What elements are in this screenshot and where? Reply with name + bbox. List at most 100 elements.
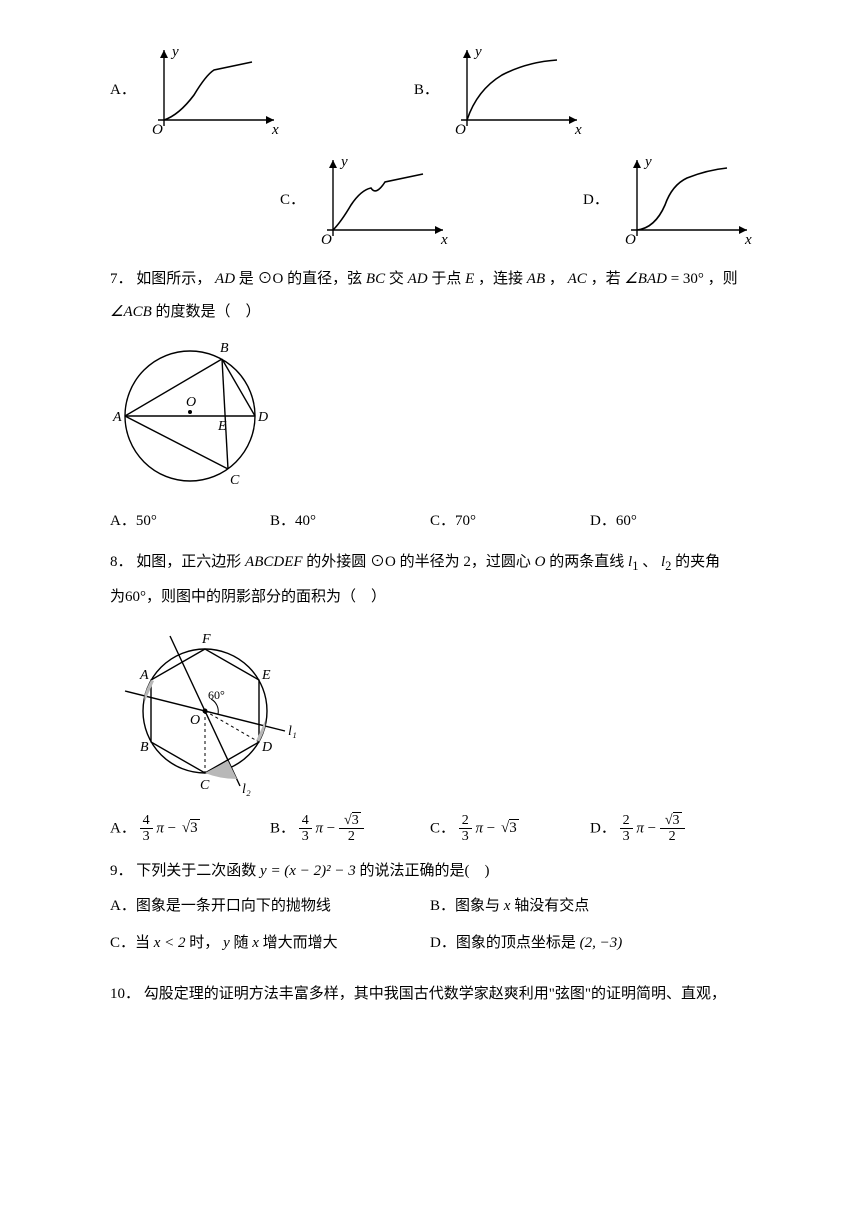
q8-b-den: 3	[299, 829, 312, 844]
q9-c-s: 增大而增大	[263, 935, 338, 951]
q8-t1d: 的两条直线	[549, 554, 624, 570]
q8-number: 8．	[110, 554, 133, 570]
q8-a-pi: π	[156, 820, 164, 836]
q6-graph-d: x y O	[617, 150, 757, 250]
q8-a-minus: −	[168, 820, 176, 836]
q7-s5: ，连接	[478, 271, 523, 287]
svg-text:O: O	[625, 232, 636, 248]
svg-text:y: y	[339, 154, 348, 170]
q8-b-pi: π	[316, 820, 324, 836]
q6-graph-c: x y O	[313, 150, 453, 250]
q8-options: A． 43 π − 3 B． 43 π − 32 C． 23 π − 3 D． …	[110, 813, 750, 845]
q7-number: 7．	[110, 271, 133, 287]
q8-circleO: ⊙O	[370, 554, 396, 570]
q8-t1e: 的夹角	[675, 554, 720, 570]
q7-AB: AB	[527, 271, 545, 287]
q8: 8． 如图，正六边形 ABCDEF 的外接圆 ⊙O 的半径为 2，过圆心 O 的…	[110, 549, 750, 578]
svg-text:O: O	[455, 122, 466, 138]
svg-text:F: F	[201, 632, 211, 647]
q7-s7: ，若	[591, 271, 621, 287]
q9-b-x: x	[504, 898, 511, 914]
q7-opt-b: B．40°	[270, 508, 430, 535]
svg-text:C: C	[200, 778, 210, 793]
q8-d-num: 2	[620, 813, 633, 829]
q9-opt-c: C．当 x < 2 时， y 随 x 增大而增大	[110, 930, 430, 957]
q9-c-y: y	[223, 935, 230, 951]
q8-a-den: 3	[140, 829, 153, 844]
svg-text:60°: 60°	[208, 688, 225, 702]
q9-b-s: 轴没有交点	[514, 898, 589, 914]
svg-text:l₂: l₂	[242, 782, 251, 797]
q7-eq30: = 30°	[671, 271, 704, 287]
q9-c-m: 时，	[189, 935, 219, 951]
q8-d-prefix: D．	[590, 820, 616, 836]
q7-options: A．50° B．40° C．70° D．60°	[110, 508, 750, 535]
q9-opt-a: A．图象是一条开口向下的抛物线	[110, 893, 430, 920]
q6-opt-a-label: A．	[110, 77, 136, 104]
q8-sub2: 2	[665, 559, 671, 573]
q7-s6: ，	[549, 271, 564, 287]
q6-row-ab: A． x y O B． x y O	[110, 40, 750, 140]
q9-text: 下列关于二次函数	[136, 863, 256, 879]
q7-opt-c: C．70°	[430, 508, 590, 535]
q8-t1b: 的外接圆	[306, 554, 366, 570]
svg-text:y: y	[473, 44, 482, 60]
q7-s4: 于点	[431, 271, 461, 287]
q8-a-sqrt: 3	[190, 819, 200, 836]
q9-c-p: C．当	[110, 935, 150, 951]
svg-text:A: A	[139, 668, 149, 683]
q7-t1: 如图所示，	[136, 271, 211, 287]
q9-c-x: x	[252, 935, 259, 951]
svg-text:D: D	[261, 740, 272, 755]
q8-t1c: 的半径为 2，过圆心	[400, 554, 531, 570]
q7-AC: AC	[568, 271, 587, 287]
q7-BC: BC	[366, 271, 385, 287]
q8-b-minus: −	[327, 820, 335, 836]
q6-opt-c-label: C．	[280, 187, 305, 214]
q8-t1a: 如图，正六边形	[136, 554, 241, 570]
q9-b-p: B．图象与	[430, 898, 500, 914]
svg-text:B: B	[140, 740, 149, 755]
q7-circleO: ⊙O	[258, 271, 284, 287]
q9: 9． 下列关于二次函数 y = (x − 2)² − 3 的说法正确的是( )	[110, 858, 750, 885]
q8-d-den2: 2	[660, 829, 685, 844]
q7-l2t: 的度数是（ ）	[156, 304, 261, 320]
q8-d-sqrtnum: 3	[673, 812, 682, 828]
q10-text: 勾股定理的证明方法丰富多样，其中我国古代数学家赵爽利用"弦图"的证明简明、直观，	[144, 986, 726, 1002]
q8-c-num: 2	[459, 813, 472, 829]
svg-text:E: E	[217, 419, 227, 434]
q8-a-prefix: A．	[110, 820, 136, 836]
q8-d-pi: π	[636, 820, 644, 836]
q7-opt-d: D．60°	[590, 508, 750, 535]
q6-row-cd: C． x y O D． x y O	[110, 150, 750, 250]
q8-b-sqrtnum: 3	[352, 812, 361, 828]
q9-opt-b: B．图象与 x 轴没有交点	[430, 893, 750, 920]
svg-text:O: O	[321, 232, 332, 248]
q8-c-den: 3	[459, 829, 472, 844]
q7-angBAD: ∠BAD	[624, 271, 667, 287]
q7-figure: A B C D E O	[110, 336, 750, 496]
q8-c-pi: π	[476, 820, 484, 836]
q7: 7． 如图所示， AD 是 ⊙O 的直径，弦 BC 交 AD 于点 E ，连接 …	[110, 266, 750, 293]
svg-text:O: O	[190, 713, 200, 728]
q7-s3: 交	[389, 271, 404, 287]
q8-hex: ABCDEF	[245, 554, 303, 570]
q6-graph-b: x y O	[447, 40, 587, 140]
q10-number: 10．	[110, 986, 140, 1002]
svg-text:C: C	[230, 473, 240, 488]
svg-text:y: y	[643, 154, 652, 170]
q6-opt-d-label: D．	[583, 187, 609, 214]
q9-d-p: D．图象的顶点坐标是	[430, 935, 576, 951]
q9-c-m2: 随	[233, 935, 248, 951]
svg-text:D: D	[257, 410, 268, 425]
svg-text:y: y	[170, 44, 179, 60]
q8-c-sqrt: 3	[509, 819, 519, 836]
q8-d-den: 3	[620, 829, 633, 844]
q8-sub1: 1	[632, 559, 638, 573]
svg-text:A: A	[112, 410, 122, 425]
q7-E: E	[465, 271, 474, 287]
q7-angACB: ∠ACB	[110, 304, 152, 320]
q8-b-den2: 2	[339, 829, 364, 844]
q7-s8: ，则	[708, 271, 738, 287]
q9-d-c: (2, −3)	[580, 935, 623, 951]
